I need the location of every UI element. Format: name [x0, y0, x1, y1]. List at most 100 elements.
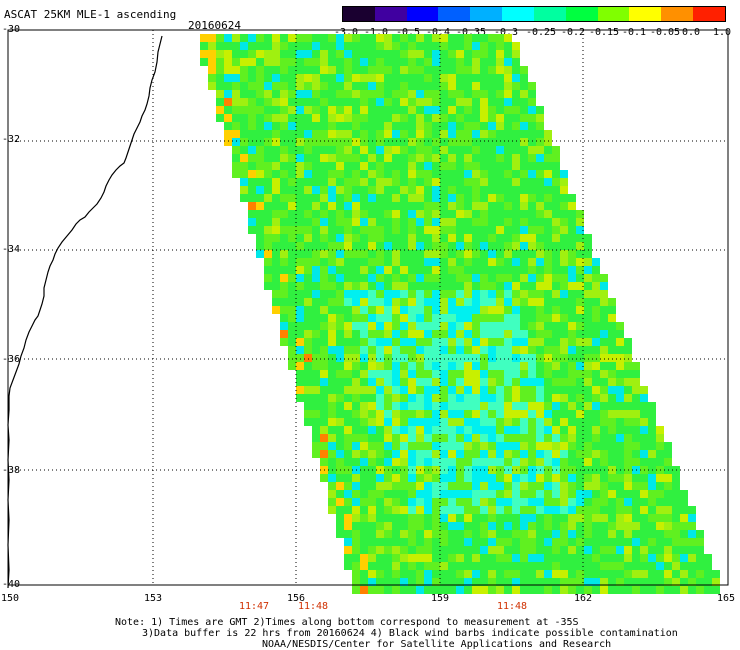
- swath-cell: [408, 378, 416, 386]
- swath-cell: [560, 426, 568, 434]
- swath-cell: [344, 282, 352, 290]
- swath-cell: [288, 298, 296, 306]
- swath-cell: [576, 450, 584, 458]
- swath-cell: [560, 282, 568, 290]
- swath-cell: [552, 210, 560, 218]
- swath-cell: [336, 226, 344, 234]
- swath-cell: [480, 258, 488, 266]
- swath-cell: [344, 410, 352, 418]
- swath-cell: [432, 394, 440, 402]
- swath-cell: [560, 474, 568, 482]
- swath-cell: [504, 442, 512, 450]
- swath-cell: [528, 362, 536, 370]
- swath-cell: [464, 162, 472, 170]
- swath-cell: [432, 170, 440, 178]
- swath-cell: [592, 306, 600, 314]
- swath-cell: [264, 66, 272, 74]
- swath-cell: [288, 98, 296, 106]
- swath-cell: [360, 194, 368, 202]
- swath-cell: [608, 362, 616, 370]
- swath-cell: [264, 258, 272, 266]
- swath-cell: [424, 274, 432, 282]
- swath-cell: [328, 378, 336, 386]
- swath-cell: [512, 106, 520, 114]
- swath-cell: [264, 266, 272, 274]
- swath-cell: [400, 394, 408, 402]
- swath-cell: [600, 386, 608, 394]
- swath-cell: [544, 154, 552, 162]
- swath-cell: [528, 298, 536, 306]
- swath-cell: [368, 130, 376, 138]
- swath-cell: [544, 346, 552, 354]
- swath-cell: [448, 586, 456, 594]
- swath-cell: [312, 298, 320, 306]
- swath-cell: [352, 474, 360, 482]
- swath-cell: [416, 394, 424, 402]
- swath-cell: [384, 170, 392, 178]
- swath-cell: [488, 530, 496, 538]
- swath-cell: [528, 490, 536, 498]
- swath-cell: [424, 258, 432, 266]
- swath-cell: [368, 530, 376, 538]
- swath-cell: [608, 482, 616, 490]
- swath-cell: [376, 458, 384, 466]
- swath-cell: [256, 218, 264, 226]
- swath-cell: [392, 114, 400, 122]
- swath-cell: [400, 154, 408, 162]
- swath-cell: [384, 74, 392, 82]
- swath-cell: [320, 226, 328, 234]
- swath-cell: [248, 194, 256, 202]
- swath-cell: [480, 370, 488, 378]
- swath-cell: [576, 226, 584, 234]
- swath-cell: [368, 266, 376, 274]
- swath-cell: [256, 250, 264, 258]
- swath-cell: [352, 354, 360, 362]
- swath-cell: [256, 130, 264, 138]
- swath-cell: [248, 82, 256, 90]
- swath-cell: [408, 522, 416, 530]
- swath-cell: [456, 538, 464, 546]
- swath-cell: [464, 170, 472, 178]
- swath-cell: [312, 258, 320, 266]
- swath-cell: [368, 554, 376, 562]
- swath-cell: [376, 162, 384, 170]
- swath-cell: [344, 106, 352, 114]
- swath-cell: [376, 522, 384, 530]
- swath-cell: [280, 34, 288, 42]
- swath-cell: [400, 66, 408, 74]
- swath-cell: [344, 538, 352, 546]
- swath-cell: [520, 426, 528, 434]
- swath-cell: [640, 530, 648, 538]
- swath-cell: [408, 162, 416, 170]
- swath-cell: [456, 410, 464, 418]
- swath-cell: [312, 322, 320, 330]
- swath-cell: [536, 562, 544, 570]
- swath-cell: [360, 506, 368, 514]
- swath-cell: [248, 90, 256, 98]
- swath-cell: [416, 218, 424, 226]
- swath-cell: [336, 410, 344, 418]
- swath-cell: [672, 522, 680, 530]
- colorbar-segment: [502, 7, 534, 21]
- swath-cell: [456, 394, 464, 402]
- swath-cell: [632, 362, 640, 370]
- swath-cell: [568, 290, 576, 298]
- swath-cell: [368, 362, 376, 370]
- swath-cell: [384, 162, 392, 170]
- swath-cell: [384, 522, 392, 530]
- swath-cell: [352, 162, 360, 170]
- swath-cell: [360, 386, 368, 394]
- swath-cell: [352, 298, 360, 306]
- swath-cell: [424, 122, 432, 130]
- swath-cell: [368, 170, 376, 178]
- swath-cell: [600, 370, 608, 378]
- swath-cell: [568, 490, 576, 498]
- swath-cell: [288, 346, 296, 354]
- swath-cell: [616, 570, 624, 578]
- swath-cell: [416, 498, 424, 506]
- swath-cell: [272, 274, 280, 282]
- swath-cell: [576, 234, 584, 242]
- swath-cell: [240, 130, 248, 138]
- swath-cell: [480, 98, 488, 106]
- swath-cell: [432, 402, 440, 410]
